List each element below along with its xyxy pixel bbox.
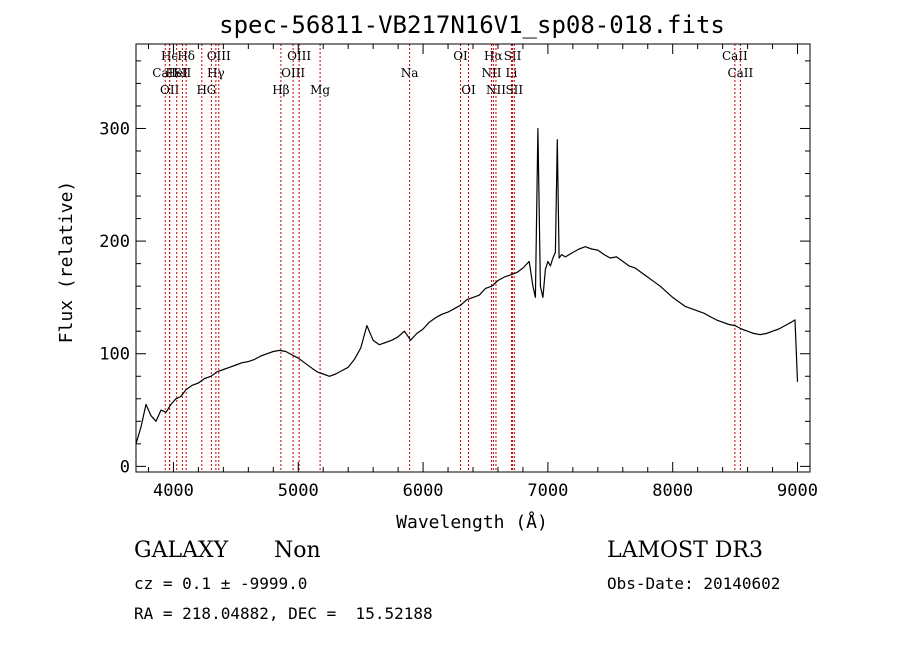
marker-label-24: CaII xyxy=(727,66,753,80)
marker-label-10: Hβ xyxy=(272,83,289,97)
redshift-text: cz = 0.1 ± -9999.0 xyxy=(134,574,308,593)
survey-label: LAMOST DR3 xyxy=(607,538,763,563)
marker-label-22: SII xyxy=(505,83,523,97)
x-tick-label-2: 6000 xyxy=(403,481,444,501)
marker-label-2: OII xyxy=(160,83,180,97)
x-tick-label-5: 9000 xyxy=(777,481,818,501)
marker-label-17: NII xyxy=(481,66,501,80)
x-tick-label-0: 4000 xyxy=(153,481,194,501)
y-tick-label-2: 200 xyxy=(99,232,130,252)
marker-label-5: SII xyxy=(174,66,192,80)
marker-label-4: Hδ xyxy=(177,49,195,63)
plot-frame xyxy=(135,43,811,473)
chart-title: spec-56811-VB217N16V1_sp08-018.fits xyxy=(219,11,725,39)
object-subclass: Non xyxy=(274,538,321,563)
marker-label-14: Na xyxy=(401,66,419,80)
marker-label-13: Mg xyxy=(310,83,330,97)
marker-label-19: NII xyxy=(486,83,506,97)
marker-label-20: Li xyxy=(506,66,518,80)
y-axis-label: Flux (relative) xyxy=(56,181,77,344)
marker-label-23: CaII xyxy=(722,49,748,63)
marker-label-6: H xyxy=(197,83,207,97)
marker-label-12: OIII xyxy=(287,49,311,63)
obs-date-text: Obs-Date: 20140602 xyxy=(607,574,781,593)
series-line-flux xyxy=(135,127,799,444)
x-tick-label-3: 7000 xyxy=(527,481,568,501)
marker-label-16: OI xyxy=(461,83,476,97)
y-tick-label-1: 100 xyxy=(99,345,130,365)
marker-label-21: SII xyxy=(504,49,522,63)
x-tick-label-4: 8000 xyxy=(652,481,693,501)
y-tick-label-0: 0 xyxy=(120,457,130,477)
object-class: GALAXY xyxy=(134,538,229,563)
spectrum-series xyxy=(135,127,799,444)
marker-label-15: OI xyxy=(453,49,468,63)
marker-label-11: OIII xyxy=(281,66,305,80)
axis-ticks: 4000 5000 6000 7000 8000 9000 0 100 200 300 xyxy=(99,44,818,501)
x-tick-label-1: 5000 xyxy=(278,481,319,501)
marker-label-8: Hγ xyxy=(207,66,225,80)
x-axis-label: Wavelength (Å) xyxy=(396,511,548,533)
marker-label-9: OIII xyxy=(207,49,231,63)
marker-label-0: CaII xyxy=(152,66,178,80)
coordinates-text: RA = 218.04882, DEC = 15.52188 xyxy=(134,604,433,623)
marker-label-7: G xyxy=(207,83,217,97)
marker-label-18: Hα xyxy=(484,49,503,63)
y-tick-label-3: 300 xyxy=(99,119,130,139)
